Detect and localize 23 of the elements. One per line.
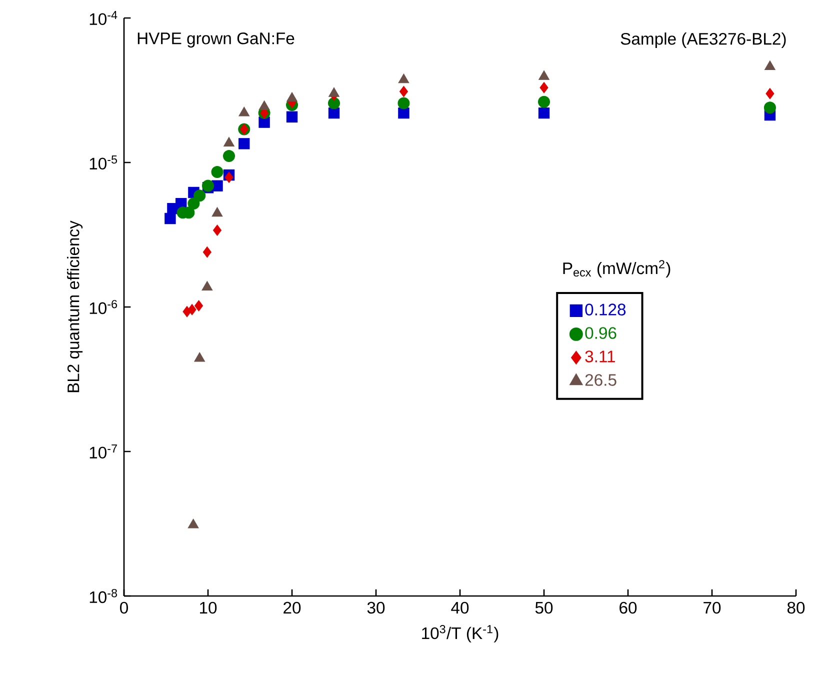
y-axis-title: BL2 quantum efficiency	[67, 220, 83, 392]
legend-label: 0.128	[585, 304, 626, 316]
x-tick-label: 40	[451, 602, 469, 614]
y-tick-label: 10$^{-8}$	[90, 588, 118, 604]
x-tick-label: 80	[787, 602, 805, 614]
x-tick-label: 70	[704, 602, 721, 614]
y-tick-label: 10$^{-4}$	[90, 11, 118, 26]
legend-label: 0.96	[585, 327, 616, 339]
x-tick-label: 30	[367, 602, 385, 614]
y-tick-label: 10$^{-5}$	[90, 156, 118, 170]
x-tick-label: 0	[120, 602, 128, 614]
x-axis-title: 10$^{3}$/T (K$^{-1}$)	[422, 625, 498, 642]
annotation: HVPE grown GaN:Fe	[138, 32, 294, 48]
annotation: Sample (AE3276-BL2)	[620, 32, 786, 48]
y-tick-label: 10$^{-6}$	[90, 300, 118, 314]
legend-label: 26.5	[585, 374, 616, 386]
x-tick-label: 10	[200, 602, 217, 614]
legend-label: 3.11	[585, 350, 615, 362]
x-tick-label: 20	[284, 602, 301, 614]
y-tick-label: 10$^{-7}$	[90, 444, 117, 459]
legend-title: P$_{ecx}$ (mW/cm$^{2}$)	[563, 260, 670, 278]
x-tick-label: 50	[535, 602, 553, 614]
x-tick-label: 60	[620, 602, 637, 614]
